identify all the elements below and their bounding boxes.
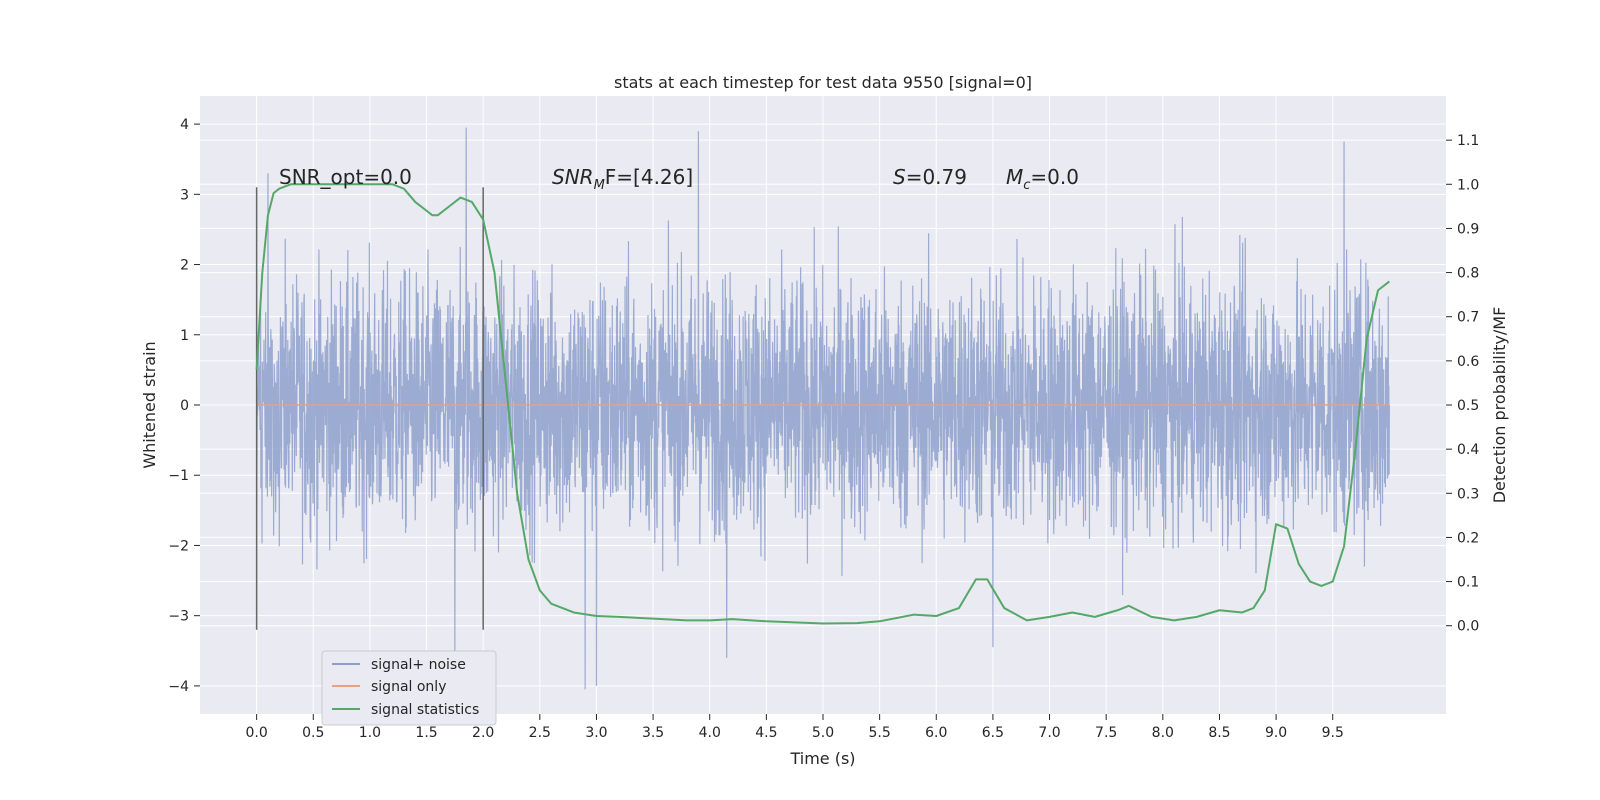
x-tick-label: 0.0 xyxy=(246,725,268,741)
x-tick-label: 0.5 xyxy=(302,725,324,741)
left-y-tick-label: 3 xyxy=(180,187,189,203)
legend-label-signal-statistics: signal statistics xyxy=(371,702,479,718)
signal-statistics-line xyxy=(255,183,1390,625)
snr-mf-subscript: M xyxy=(594,178,605,193)
x-tick-label: 1.0 xyxy=(359,725,381,741)
legend-label-signal-noise: signal+ noise xyxy=(371,657,466,673)
x-tick-label: 3.5 xyxy=(642,725,664,741)
x-tick-label: 4.5 xyxy=(755,725,777,741)
signal-statistics-series xyxy=(255,183,1390,625)
left-y-axis-label: Whitened strain xyxy=(140,341,159,468)
right-y-tick-label: 0.2 xyxy=(1457,530,1479,546)
s-annotation: S=0.79 xyxy=(893,165,967,189)
legend: signal+ noise signal only signal statist… xyxy=(321,650,497,726)
right-y-tick-label: 0.9 xyxy=(1457,221,1479,237)
s-value: =0.79 xyxy=(906,165,967,189)
right-y-tick-label: 0.8 xyxy=(1457,266,1479,282)
x-tick-label: 6.0 xyxy=(925,725,947,741)
x-tick-label: 4.0 xyxy=(699,725,721,741)
window-markers xyxy=(255,187,484,630)
right-y-tick-label: 0.7 xyxy=(1457,310,1479,326)
x-tick-label: 5.5 xyxy=(869,725,891,741)
s-label: S xyxy=(893,165,906,189)
x-tick-label: 2.5 xyxy=(529,725,551,741)
signal-noise-series xyxy=(256,127,1390,690)
right-y-tick-label: 0.0 xyxy=(1457,619,1479,635)
right-y-tick-label: 0.4 xyxy=(1457,442,1479,458)
x-tick-label: 8.0 xyxy=(1152,725,1174,741)
mc-main: M xyxy=(1006,165,1023,189)
mc-subscript: c xyxy=(1023,178,1030,193)
left-y-tick-label: −3 xyxy=(168,609,189,625)
legend-box xyxy=(321,650,497,726)
right-y-tick-label: 1.0 xyxy=(1457,177,1479,193)
snr-opt-annotation: SNR_opt=0.0 xyxy=(279,165,412,189)
left-y-tick-label: 2 xyxy=(180,258,189,274)
signal-noise-line xyxy=(256,127,1390,690)
mc-value: =0.0 xyxy=(1030,165,1079,189)
x-axis-ticks: 0.0 0.5 1.0 1.5 2.0 2.5 3.0 3.5 4.0 4.5 5.0 5.5 6.0 6… xyxy=(246,714,1344,741)
snr-mf-value: F=[4.26] xyxy=(605,165,693,189)
left-y-tick-label: 4 xyxy=(180,117,189,133)
right-y-tick-label: 0.1 xyxy=(1457,575,1479,591)
right-y-tick-label: 1.1 xyxy=(1457,133,1479,149)
right-y-axis-ticks: 1.1 1.0 0.9 0.8 0.7 0.6 0.5 0.4 0.3 0.2 0.1 0.0 xyxy=(1446,133,1479,635)
x-tick-label: 7.5 xyxy=(1095,725,1117,741)
left-y-tick-label: 1 xyxy=(180,328,189,344)
x-tick-label: 3.0 xyxy=(585,725,607,741)
x-tick-label: 6.5 xyxy=(982,725,1004,741)
right-y-tick-label: 0.6 xyxy=(1457,354,1479,370)
x-tick-label: 2.0 xyxy=(472,725,494,741)
x-tick-label: 7.0 xyxy=(1038,725,1060,741)
left-y-tick-label: −1 xyxy=(168,468,189,484)
right-y-tick-label: 0.5 xyxy=(1457,398,1479,414)
snr-mf-main: SNR xyxy=(552,165,594,189)
left-y-tick-label: −4 xyxy=(168,679,189,695)
x-tick-label: 9.0 xyxy=(1265,725,1287,741)
chart-title: stats at each timestep for test data 955… xyxy=(614,73,1032,92)
x-tick-label: 8.5 xyxy=(1208,725,1230,741)
right-y-axis-label: Detection probability/MF xyxy=(1490,307,1509,504)
left-y-tick-label: 0 xyxy=(180,398,189,414)
x-tick-label: 1.5 xyxy=(415,725,437,741)
left-y-tick-label: −2 xyxy=(168,538,189,554)
x-tick-label: 5.0 xyxy=(812,725,834,741)
mc-annotation: Mc=0.0 xyxy=(1006,165,1079,193)
right-y-tick-label: 0.3 xyxy=(1457,486,1479,502)
x-axis-label: Time (s) xyxy=(789,749,855,768)
x-tick-label: 9.5 xyxy=(1322,725,1344,741)
snr-mf-annotation: SNRMF=[4.26] xyxy=(552,165,693,193)
legend-label-signal-only: signal only xyxy=(371,679,446,695)
left-y-axis-ticks: 4 3 2 1 0 −1 −2 −3 −4 xyxy=(168,117,200,695)
